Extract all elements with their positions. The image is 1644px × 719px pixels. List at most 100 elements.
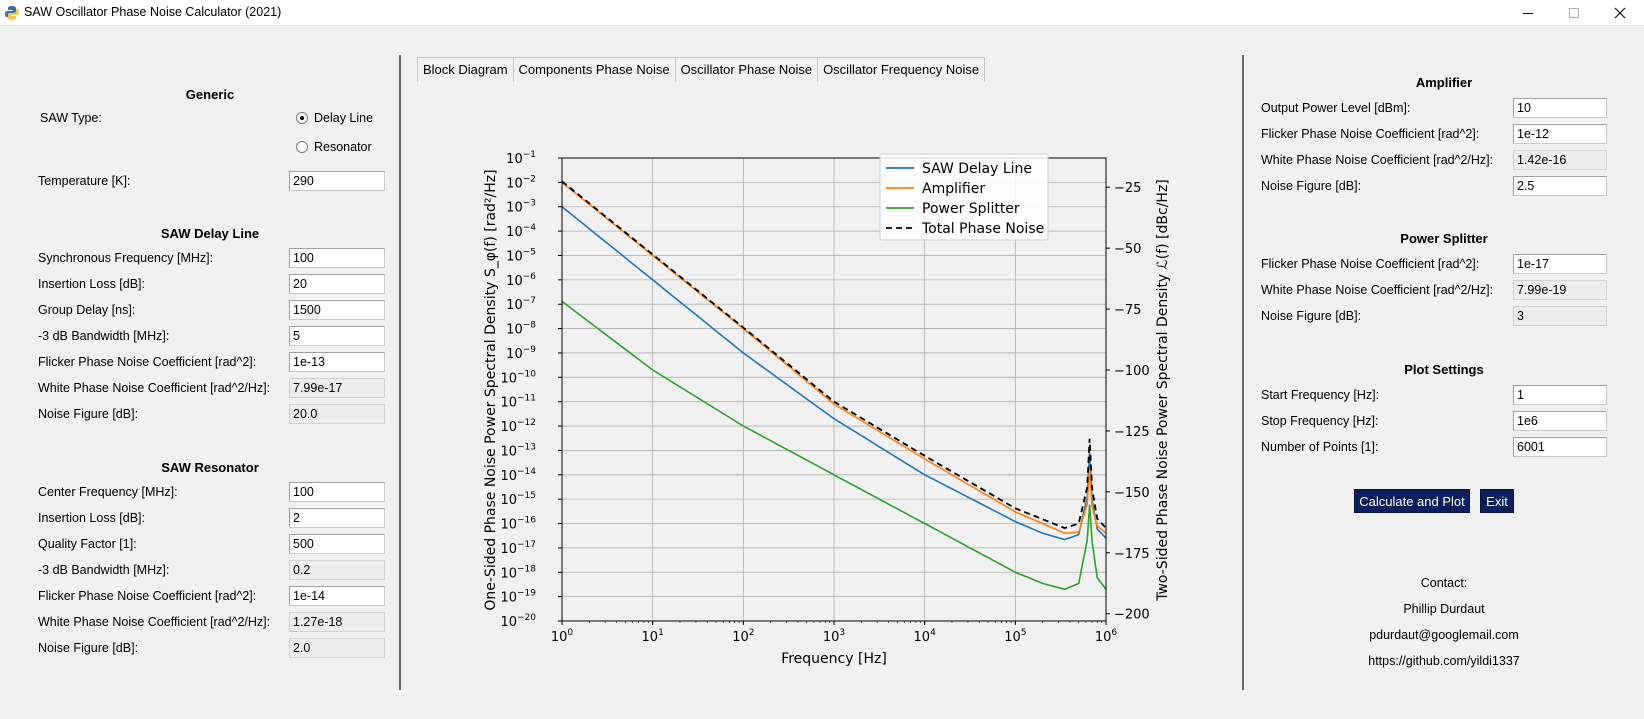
tab-bar: Block Diagram Components Phase Noise Osc… [417,57,986,82]
field-label: Noise Figure [dB]: [38,407,139,421]
value-input[interactable]: 6001 [1513,437,1607,457]
value-input[interactable]: 1500 [289,300,385,320]
y-tick-label: 10−14 [500,467,536,484]
y-tick-label: 10−5 [506,247,536,264]
readonly-value-field: 3 [1513,306,1607,326]
series-line-3 [561,180,1107,530]
value-input[interactable]: 20 [289,274,385,294]
y-tick-label: 10−18 [500,564,536,581]
temperature-field[interactable]: 290 [289,171,385,191]
value-input[interactable]: 5 [289,326,385,346]
x-tick-exponent: 2 [749,628,755,638]
field-label: Noise Figure [dB]: [1261,179,1362,193]
y-tick-label: 10−15 [500,491,536,508]
y-tick-exponent: −4 [523,223,537,233]
radio-indicator-checked[interactable] [296,112,308,124]
y-tick-label: 10−11 [500,394,536,411]
tab-oscillator-frequency-noise[interactable]: Oscillator Frequency Noise [817,57,986,82]
readonly-value-field: 7.99e-19 [1513,280,1607,300]
y-tick-exponent: −8 [523,321,537,331]
value-input[interactable]: 1e-14 [289,586,385,606]
y-tick-exponent: −11 [517,394,536,404]
y-tick-exponent: −1 [523,150,536,160]
x-tick-label: 101 [642,628,664,645]
phase-noise-chart: 100 101 102 103 104 105 10610−110−210−310−410−… [483,150,1171,667]
field-label: Insertion Loss [dB]: [38,511,146,525]
field-label: Noise Figure [dB]: [38,641,139,655]
right-tick-label: −100 [1114,364,1150,379]
value-input[interactable]: 100 [289,482,385,502]
y-tick-exponent: −15 [517,491,536,501]
y-tick-exponent: −14 [517,467,536,477]
radio-delay-line-label: Delay Line [314,111,374,125]
y-tick-label: 10−17 [500,540,536,557]
value-input[interactable]: 2 [289,508,385,528]
readonly-value-field: 20.0 [289,404,385,424]
close-button[interactable] [1597,0,1643,26]
y-tick-label: 10−6 [506,272,536,289]
y-axis-label-right: Two-Sided Phase Noise Power Spectral Den… [1155,179,1171,602]
y-tick-label: 10−1 [506,150,536,167]
value-input[interactable]: 1e-12 [1513,124,1607,144]
maximize-button[interactable] [1551,0,1597,26]
value-input[interactable]: 1 [1513,385,1607,405]
contact-name: Phillip Durdaut [1403,602,1485,616]
y-tick-exponent: −12 [517,418,536,428]
series-line-2 [561,300,1107,591]
value-input[interactable]: 2.5 [1513,176,1607,196]
tab-oscillator-phase-noise[interactable]: Oscillator Phase Noise [674,57,819,82]
right-tick-label: −50 [1114,242,1141,257]
exit-button[interactable]: Exit [1480,489,1514,513]
calculate-and-plot-button[interactable]: Calculate and Plot [1354,489,1470,513]
y-tick-exponent: −17 [517,540,536,550]
chart-lines [561,180,1107,591]
field-label: White Phase Noise Coefficient [rad^2/Hz]… [38,615,271,629]
value-input[interactable]: 100 [289,248,385,268]
y-tick-exponent: −16 [517,516,536,526]
y-tick-label: 10−7 [506,296,536,313]
field-label: Group Delay [ns]: [38,303,136,317]
contact-url[interactable]: https://github.com/yildi1337 [1368,654,1520,668]
x-tick-label: 105 [1004,628,1026,645]
radio-delay-line[interactable]: Delay Line [296,111,373,125]
field-label: Flicker Phase Noise Coefficient [rad^2]: [1261,127,1480,141]
radio-indicator[interactable] [296,141,308,153]
value-input[interactable]: 500 [289,534,385,554]
right-tick-label: −125 [1114,425,1150,440]
value-input[interactable]: 1e-17 [1513,254,1607,274]
minimize-icon [1523,13,1533,14]
left-settings-panel: Generic SAW Type: Delay Line Resonator T… [0,27,400,719]
radio-resonator-label: Resonator [314,140,372,154]
field-label: Flicker Phase Noise Coefficient [rad^2]: [38,355,257,369]
y-tick-exponent: −7 [523,296,536,306]
y-tick-label: 10−12 [500,418,536,435]
value-input[interactable]: 1e6 [1513,411,1607,431]
tab-components-phase-noise[interactable]: Components Phase Noise [512,57,676,82]
field-label: Start Frequency [Hz]: [1261,388,1380,402]
saw-type-label: SAW Type: [40,111,102,125]
title-bar: SAW Oscillator Phase Noise Calculator (2… [0,0,1644,26]
x-tick-label: 102 [732,628,754,645]
field-label: Noise Figure [dB]: [1261,309,1362,323]
resonator-section-title: SAW Resonator [161,460,259,475]
y-tick-exponent: −19 [517,589,536,599]
python-app-icon [5,6,19,20]
x-tick-exponent: 3 [839,628,845,638]
power-splitter-section-title: Power Splitter [1400,231,1488,246]
y-tick-label: 10−8 [506,321,536,338]
y-tick-exponent: −5 [523,247,536,257]
field-label: White Phase Noise Coefficient [rad^2/Hz]… [1261,283,1494,297]
y-tick-label: 10−19 [500,589,536,606]
minimize-button[interactable] [1505,0,1551,26]
value-input[interactable]: 1e-13 [289,352,385,372]
readonly-value-field: 1.42e-16 [1513,150,1607,170]
tab-block-diagram[interactable]: Block Diagram [417,57,514,82]
field-label: Stop Frequency [Hz]: [1261,414,1379,428]
value-input[interactable]: 10 [1513,98,1607,118]
radio-resonator[interactable]: Resonator [296,140,372,154]
readonly-value-field: 2.0 [289,638,385,658]
x-tick-label: 103 [823,628,845,645]
legend-label: Amplifier [922,181,985,197]
x-tick-label: 106 [1095,628,1118,645]
temperature-label: Temperature [K]: [38,174,131,188]
